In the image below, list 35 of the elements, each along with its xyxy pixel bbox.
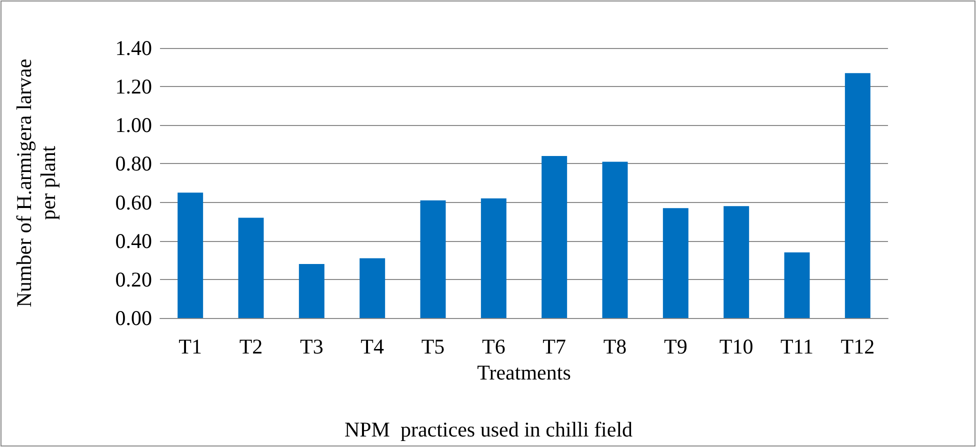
y-tick-label: 0.80 (115, 152, 152, 176)
y-axis-title: Number of H.armigera larvae per plant (12, 58, 60, 308)
text: NPM practices used in chilli field (344, 418, 634, 442)
x-tick-label: T3 (300, 334, 324, 358)
x-tick-label: T9 (664, 334, 688, 358)
x-tick-label: T2 (239, 334, 263, 358)
y-tick-label: 0.20 (115, 267, 152, 292)
bar (238, 218, 264, 318)
x-tick-label: T5 (421, 334, 445, 358)
bar (420, 200, 446, 318)
y-tick-label: 0.60 (115, 190, 152, 214)
bar (662, 208, 688, 318)
x-axis-title: Treatments (477, 360, 571, 384)
bar (178, 192, 204, 318)
x-tick-label: T8 (603, 334, 627, 358)
bar (480, 198, 506, 318)
y-tick-label: 1.40 (115, 36, 152, 60)
y-tick-label: 0.40 (115, 228, 152, 253)
y-tick-label: 1.20 (115, 74, 152, 99)
x-tick-label: T6 (482, 334, 506, 358)
x-tick-label: T4 (360, 334, 384, 358)
bar (298, 264, 324, 318)
bar (784, 252, 810, 318)
x-tick-label: T1 (178, 334, 202, 358)
bar (602, 162, 628, 318)
x-tick-label: T7 (542, 334, 566, 358)
bar (844, 73, 870, 318)
y-tick-label: 1.00 (115, 113, 152, 138)
x-tick-label: T12 (840, 334, 875, 358)
x-tick-label: T11 (780, 334, 814, 358)
bar (360, 258, 386, 318)
bar (542, 156, 568, 318)
x-tick-label: T10 (719, 334, 754, 358)
bar (724, 206, 750, 318)
y-tick-label: 0.00 (115, 306, 152, 330)
